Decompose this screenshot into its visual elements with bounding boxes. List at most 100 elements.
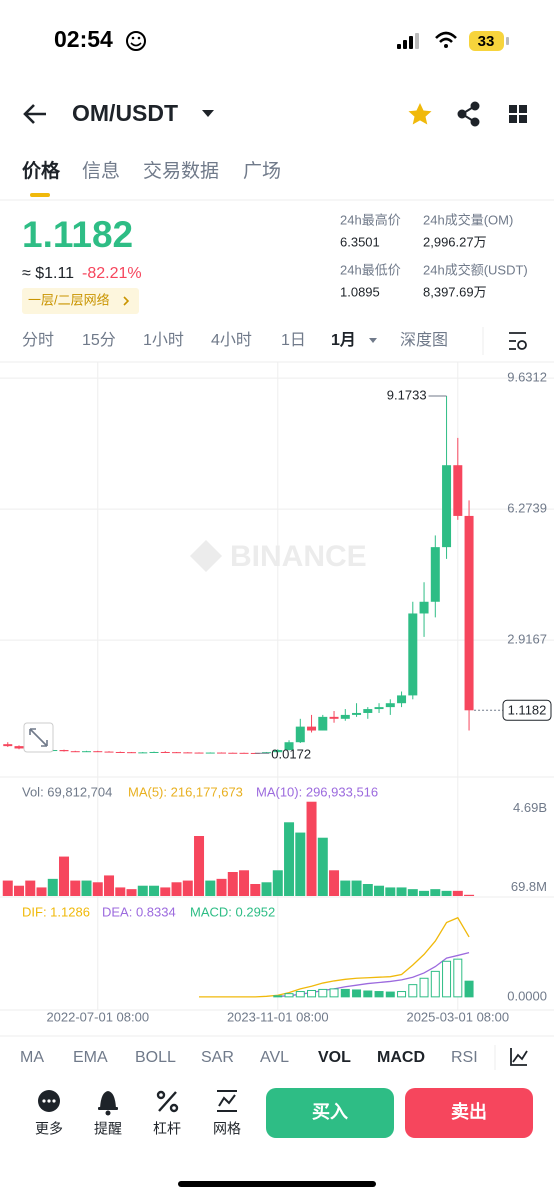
interval-tab[interactable]: 4小时 [211,331,252,349]
tab[interactable]: 广场 [243,160,281,182]
battery-level: 33 [478,33,495,50]
candle-body [385,703,395,708]
back-button[interactable] [23,104,46,124]
macd-bar [340,988,350,998]
volume-bar [284,822,295,896]
interval-tab[interactable]: 1月 [331,331,356,349]
volume-bar [81,880,92,896]
sell-label[interactable]: 卖出 [451,1101,487,1122]
candle-body [205,752,215,754]
macd-line [277,951,470,997]
candle-body [127,752,137,754]
interval-tab[interactable]: 1日 [281,332,306,349]
indicator-tab[interactable]: RSI [451,1049,478,1066]
share-button[interactable] [457,101,480,127]
buy-button[interactable] [266,1088,394,1138]
volume-bar [194,836,205,896]
indicator-tab[interactable]: BOLL [135,1049,176,1066]
grid-icon[interactable] [217,1090,237,1112]
volume-bar [407,889,418,896]
chart-settings[interactable] [509,332,527,350]
action-label[interactable]: 杠杆 [153,1121,181,1137]
layout-button[interactable] [509,105,527,123]
candle-body [295,726,305,743]
tab[interactable]: 交易数据 [143,160,219,182]
volume-bar [452,890,463,896]
interval-tab[interactable]: 1小时 [143,331,184,349]
candle-body [250,752,260,754]
macd-bar [430,970,440,998]
y-tick-label: 0.0000 [507,988,547,1003]
sell-button[interactable] [405,1088,533,1138]
y-tick-label: 6.2739 [507,501,547,516]
indicator-tab[interactable]: SAR [201,1049,234,1066]
volume-bar [374,885,385,896]
interval-tab[interactable]: 15分 [82,331,116,349]
pair-dropdown[interactable] [202,110,214,117]
macd-bar [363,990,373,998]
candle-body [397,695,407,704]
alert-icon[interactable] [98,1091,118,1116]
last-price: 1.1182 [22,214,133,255]
candle-body [464,515,474,711]
ma-legend: MA(5): 216,177,673 [128,784,243,799]
candle-body [419,601,429,614]
macd-bar [318,988,328,998]
y-tick-label: 4.69B [513,800,547,815]
candle-body [93,751,103,753]
wifi-icon [435,31,457,48]
candle-body [374,707,384,710]
candle-body [273,750,283,753]
tab[interactable]: 信息 [82,160,120,182]
pair-title[interactable]: OM/USDT [72,100,178,126]
volume-bar [261,882,272,896]
volume-bar [351,880,362,896]
macd-bar [408,984,418,998]
tag-badge[interactable] [22,288,139,314]
macd-bar [273,995,283,998]
indicator-tab[interactable]: MA [20,1049,44,1066]
interval-dropdown[interactable] [369,338,377,343]
candle-body [183,752,193,754]
volume-bar [115,887,126,896]
volume-bar [250,884,261,896]
volume-bar [340,880,351,896]
macd-line [199,916,470,998]
interval-tab[interactable]: 分时 [22,331,54,349]
volume-bar [70,880,81,896]
volume-bar [25,880,36,896]
action-label[interactable]: 更多 [35,1121,63,1137]
candle-body [14,746,24,749]
indicator-tab[interactable]: AVL [260,1049,289,1066]
y-tick-label: 2.9167 [507,632,547,647]
fullscreen-button[interactable] [23,722,54,753]
candle-body [3,744,13,747]
margin-icon[interactable] [156,1090,179,1113]
candle-body [430,547,440,602]
signal-icon [397,33,419,49]
action-label[interactable]: 提醒 [94,1121,122,1137]
price-change: -82.21% [82,265,142,282]
volume-bar [149,885,160,896]
macd-bar [453,958,463,998]
ma-legend: MA(10): 296,933,516 [256,784,378,799]
favorite-star[interactable] [408,103,432,125]
macd-legend: DEA: 0.8334 [102,904,176,919]
tag-text[interactable]: 一层/二层网络 [28,292,110,307]
candle-body [262,752,272,754]
indicator-tab[interactable]: VOL [318,1049,351,1066]
candle-body [228,752,238,754]
watermark-logo [190,540,222,572]
interval-tab[interactable]: 深度图 [400,331,448,349]
volume-bar [36,887,47,896]
more-icon[interactable] [38,1090,60,1112]
buy-label[interactable]: 买入 [312,1102,348,1122]
candle-body [340,714,350,719]
indicator-tab[interactable]: MACD [377,1049,425,1066]
candle-body [172,752,182,754]
candle-body [149,751,159,753]
indicator-tab[interactable]: EMA [73,1049,108,1066]
indicator-settings[interactable] [510,1048,528,1066]
tab[interactable]: 价格 [22,159,61,182]
action-label[interactable]: 网格 [213,1121,241,1137]
